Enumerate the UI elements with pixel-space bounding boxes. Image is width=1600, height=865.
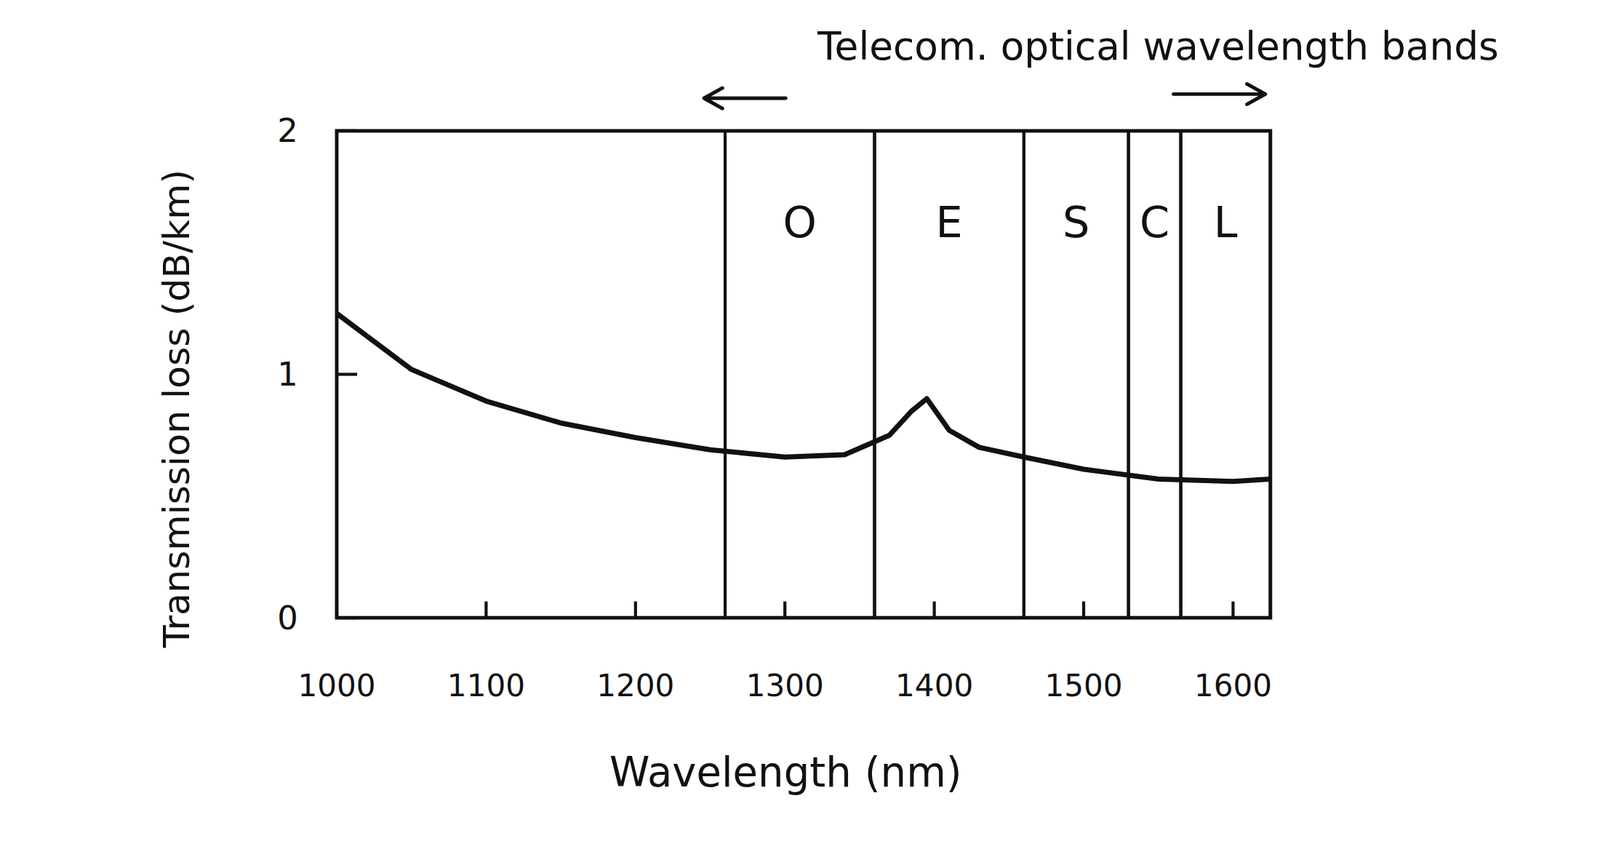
chart: O E SCL 0 1 2 1000 1100 1200 1300 1400 1500 1600 Tele… [0,0,1600,865]
y-tick-label: 0 [277,598,299,638]
plot-area [336,313,1271,482]
band-label: S [1062,197,1090,248]
x-tick [1082,601,1086,618]
x-tick-label: 1200 [596,667,675,704]
y-tick-label: 1 [277,354,299,394]
band-label: O [783,197,817,248]
x-tick-label: 1600 [1194,667,1272,704]
loss-curve [336,313,1271,482]
band-boundary [1269,130,1272,618]
band-annotation: Telecom. optical wavelength bands [816,24,1499,70]
y-tick [336,129,358,133]
band-boundary [1022,130,1026,618]
x-tick [634,601,638,618]
x-axis-label: Wavelength (nm) [609,748,963,796]
x-tick [933,601,936,618]
x-tick [1231,601,1235,618]
band-boundary [1022,130,1026,618]
band-label: L [1213,197,1238,248]
y-tick-label: 2 [277,111,299,150]
band-boundary [872,130,876,618]
x-tick-label: 1400 [895,667,974,704]
band-boundary [723,130,727,618]
band-boundary [1178,130,1182,618]
y-tick [336,616,358,619]
y-axis-label: Transmission loss (dB/km) [154,169,198,648]
band-label: E [936,197,963,248]
band-boundary [1127,130,1131,618]
arrow-right [1173,83,1266,104]
arrow-left [704,88,786,109]
x-tick [335,601,339,618]
plot-frame [336,130,1271,618]
band-boundary [1127,130,1131,618]
band-label: C [1139,197,1170,248]
x-tick [484,601,488,618]
x-tick-label: 1000 [297,667,376,704]
x-tick-label: 1500 [1045,667,1123,704]
x-tick-label: 1100 [447,667,526,704]
x-tick [783,601,787,618]
x-tick-label: 1300 [746,667,824,704]
band-boundary [872,130,876,618]
y-tick [336,372,358,376]
band-boundary [1178,130,1182,618]
